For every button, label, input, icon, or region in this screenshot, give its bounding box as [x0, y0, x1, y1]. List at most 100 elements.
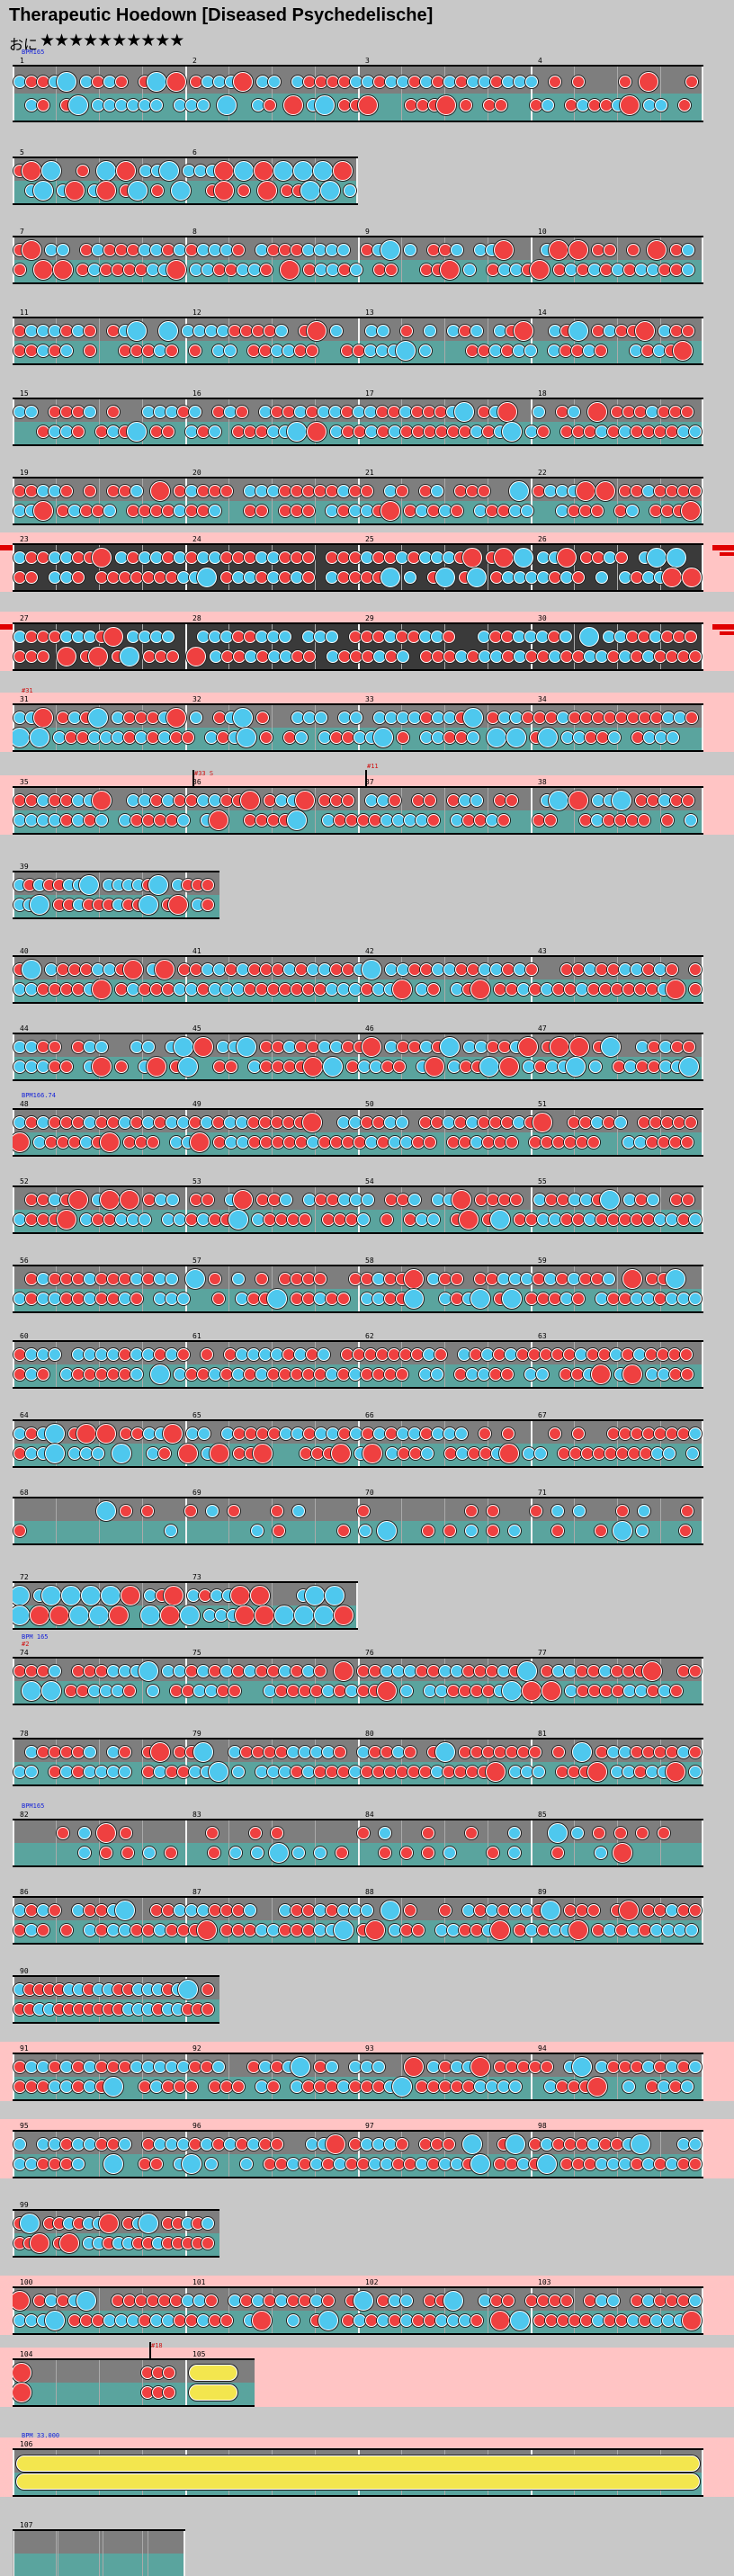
don-note	[295, 1136, 308, 1149]
don-note	[646, 2080, 658, 2093]
beat-tick	[617, 624, 618, 669]
don-note	[580, 711, 593, 724]
don-note	[233, 1447, 246, 1460]
bar-line	[13, 1583, 14, 1628]
beat-tick	[228, 1034, 229, 1079]
ka-note	[361, 505, 373, 517]
don-note	[141, 1505, 154, 1517]
bar-line	[358, 399, 360, 444]
bar-line	[13, 1977, 14, 2022]
lane-bottom-line	[13, 1784, 703, 1786]
don-note	[372, 1766, 385, 1778]
beat-tick	[99, 545, 100, 590]
ka-note	[37, 1273, 49, 1285]
don-note	[545, 2314, 558, 2327]
ka-note	[685, 814, 697, 827]
don-note	[400, 1847, 413, 1859]
don-note	[307, 422, 327, 442]
ka-note	[107, 425, 120, 438]
ka-note	[564, 1665, 577, 1677]
bar-line	[13, 1421, 14, 1466]
beat-tick	[142, 2531, 143, 2576]
don-note	[631, 1746, 643, 1758]
ka-note	[647, 264, 659, 276]
ka-note	[404, 1665, 416, 1677]
ka-note	[314, 244, 327, 256]
beat-tick	[574, 2450, 575, 2495]
bar-line	[358, 67, 360, 121]
ka-note	[470, 325, 483, 337]
ka-note	[159, 161, 179, 181]
don-note	[163, 2386, 175, 2399]
don-note	[465, 1505, 478, 1517]
lane-top-line	[13, 2358, 255, 2360]
ka-note	[170, 1136, 183, 1149]
ka-note	[13, 2138, 26, 2151]
bar-line	[531, 1342, 533, 1387]
lane-top-line	[13, 236, 703, 237]
don-note	[334, 1213, 346, 1226]
don-note	[682, 794, 694, 807]
bar-line	[185, 399, 187, 444]
don-note	[306, 1348, 318, 1361]
ka-note	[443, 711, 456, 724]
bar-line	[13, 1898, 14, 1943]
ka-note	[667, 731, 679, 744]
don-note	[72, 1665, 85, 1677]
don-note	[673, 341, 693, 361]
ka-note	[139, 551, 151, 564]
don-note	[256, 711, 269, 724]
don-note	[466, 485, 479, 497]
ka-note	[68, 505, 81, 517]
don-note	[342, 425, 354, 438]
ka-note	[185, 983, 198, 996]
don-note	[522, 1681, 542, 1701]
ka-note	[667, 548, 686, 568]
beat-tick	[228, 399, 229, 444]
ka-note	[37, 2061, 49, 2073]
ka-note	[677, 2138, 690, 2151]
ka-note	[25, 1924, 38, 1936]
ka-note	[642, 2294, 655, 2307]
don-note	[13, 571, 26, 584]
beat-tick	[444, 2288, 445, 2333]
ka-note	[619, 963, 631, 976]
ka-note	[127, 983, 139, 996]
ka-note	[565, 264, 577, 276]
don-note	[669, 1368, 682, 1381]
lane-bottom-line	[13, 444, 703, 446]
bar-line	[702, 479, 703, 523]
don-note	[314, 1273, 327, 1285]
beat-tick	[315, 1421, 316, 1466]
don-note	[384, 1273, 397, 1285]
don-note	[365, 1920, 385, 1940]
don-note	[470, 2314, 483, 2327]
ka-note	[365, 794, 378, 807]
measure-number: 73	[192, 1573, 201, 1581]
don-note	[49, 2158, 61, 2170]
beat-tick	[617, 788, 618, 833]
ka-note	[451, 2158, 463, 2170]
don-note	[557, 548, 577, 568]
beat-tick	[228, 1421, 229, 1466]
lane-top-line	[13, 1819, 703, 1820]
don-note	[259, 344, 272, 357]
don-note	[576, 1904, 588, 1917]
don-note	[642, 1213, 655, 1226]
don-note	[658, 406, 670, 418]
ka-note	[650, 2314, 663, 2327]
ka-note	[542, 99, 554, 112]
section-flag	[720, 631, 734, 635]
ka-note	[25, 814, 38, 827]
don-note	[201, 1194, 214, 1206]
don-note	[135, 1136, 148, 1149]
beat-tick	[272, 2054, 273, 2099]
ka-note	[638, 1505, 650, 1517]
ka-note	[357, 1746, 370, 1758]
ka-note	[521, 1766, 533, 1778]
don-note	[422, 1847, 434, 1859]
ka-note	[510, 264, 523, 276]
ka-note	[130, 1348, 143, 1361]
ka-note	[386, 1447, 398, 1460]
ka-note	[72, 814, 85, 827]
